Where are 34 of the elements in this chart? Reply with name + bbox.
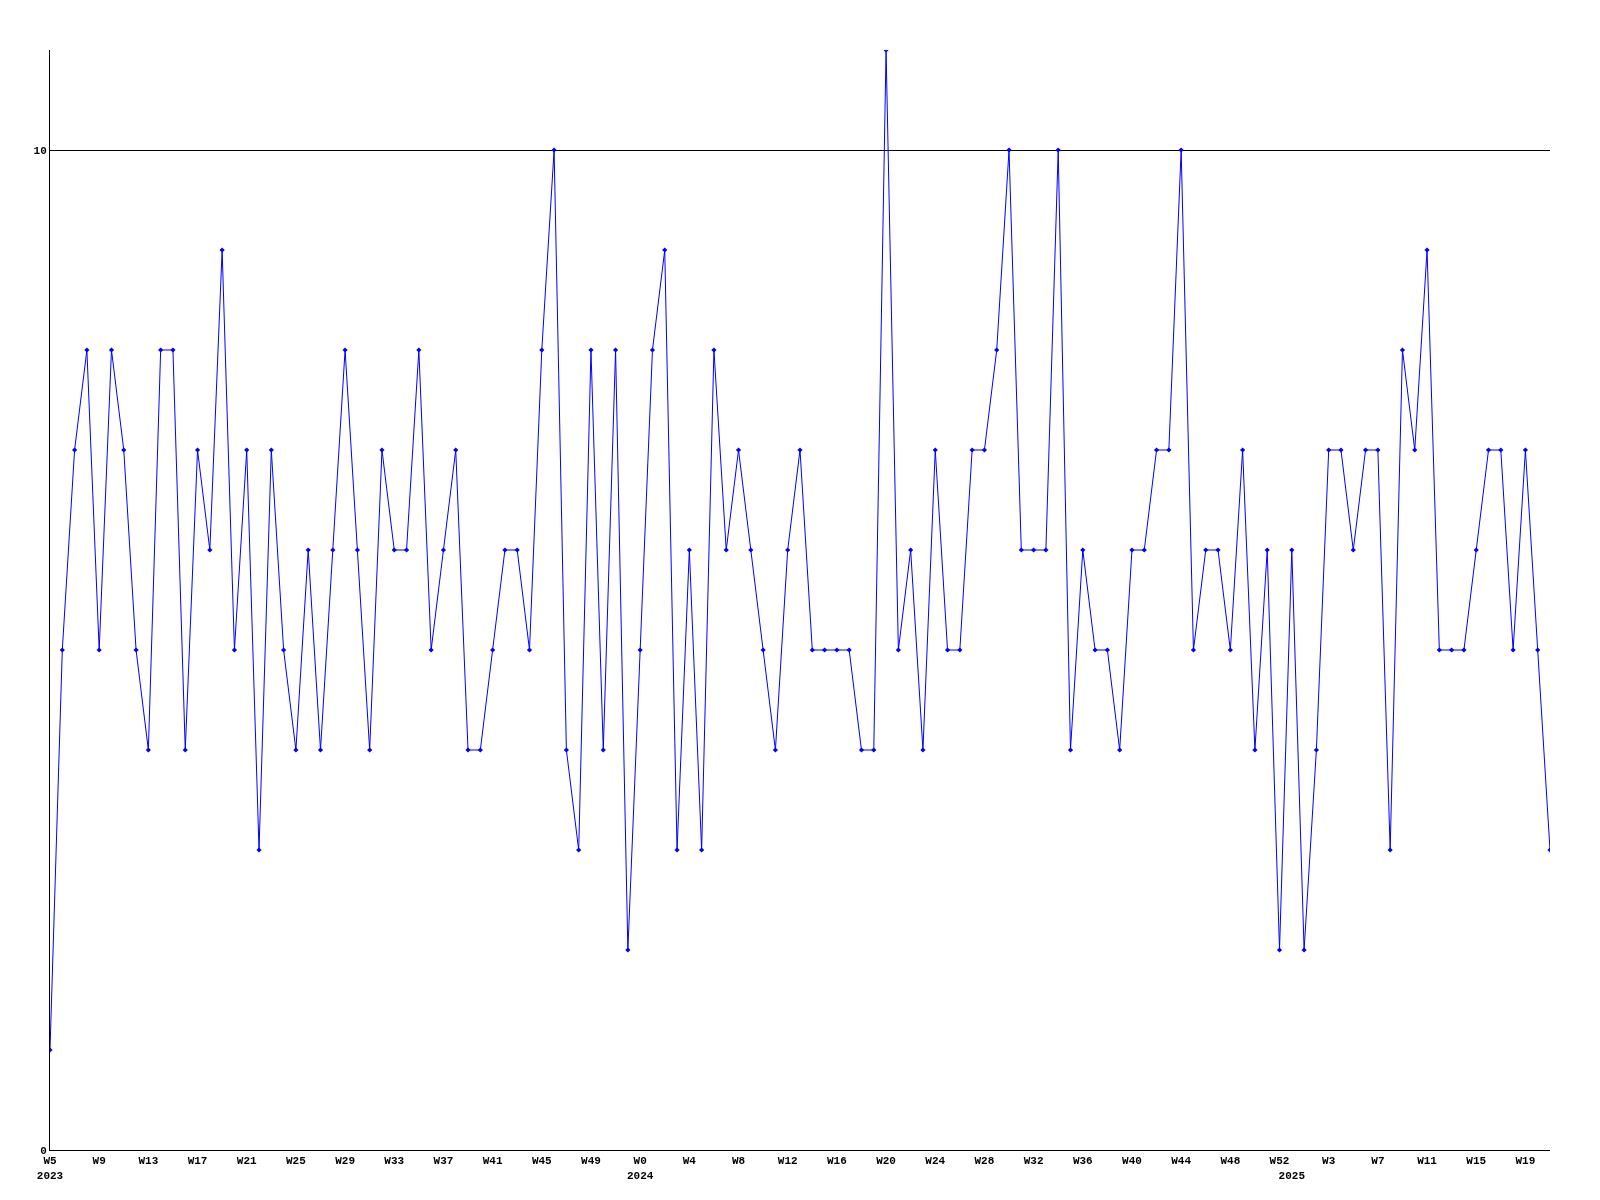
y-tick-label: 10	[33, 144, 47, 157]
x-tick-label: W29	[335, 1155, 355, 1168]
x-tick-label: W7	[1371, 1155, 1385, 1168]
x-tick-label: W12	[777, 1155, 798, 1168]
x-tick-label: W3	[1322, 1155, 1336, 1168]
x-tick-label: W17	[187, 1155, 208, 1168]
x-tick-label: W24	[925, 1155, 946, 1168]
x-tick-label: W41	[482, 1155, 503, 1168]
x-tick-label: W49	[581, 1155, 601, 1168]
x-tick-label: W19	[1515, 1155, 1536, 1168]
x-tick-label: 2025	[1278, 1169, 1306, 1182]
x-tick-label: W5 2023	[36, 1155, 64, 1182]
x-tick-label: W4	[682, 1155, 697, 1168]
x-tick-label: W9	[92, 1155, 106, 1168]
x-tick-label: W28	[974, 1155, 995, 1168]
x-tick-label: W52	[1269, 1155, 1290, 1168]
x-tick-label: W13	[138, 1155, 159, 1168]
x-tick-label: W11	[1417, 1155, 1438, 1168]
x-tick-label: W0 2024	[626, 1155, 654, 1182]
x-tick-label: W37	[433, 1155, 454, 1168]
x-tick-label: W48	[1220, 1155, 1241, 1168]
x-tick-label: W8	[731, 1155, 746, 1168]
x-tick-label: W21	[236, 1155, 258, 1168]
x-tick-label: W45	[531, 1155, 553, 1168]
x-tick-label: W25	[285, 1155, 307, 1168]
x-tick-label: W44	[1171, 1155, 1192, 1168]
y-tick-label: 0	[40, 1144, 47, 1157]
x-tick-label: W16	[826, 1155, 847, 1168]
x-tick-label: W40	[1122, 1155, 1142, 1168]
x-tick-label: W20	[876, 1155, 896, 1168]
x-tick-label: W32	[1023, 1155, 1044, 1168]
x-tick-label: W15	[1466, 1155, 1487, 1168]
x-tick-label: W33	[384, 1155, 405, 1168]
x-tick-label: W36	[1072, 1155, 1093, 1168]
